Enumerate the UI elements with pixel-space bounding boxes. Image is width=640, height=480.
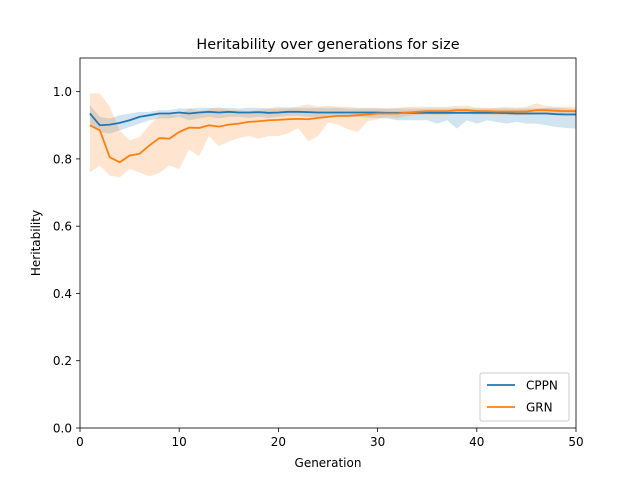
chart-title: Heritability over generations for size <box>196 37 459 53</box>
grn-series-line <box>89 109 576 164</box>
x-tick-label: 20 <box>271 435 286 449</box>
y-tick-label: 0.0 <box>53 422 72 436</box>
y-tick-label: 0.2 <box>53 354 72 368</box>
plot-area-frame <box>79 57 577 429</box>
x-axis-label: Generation <box>295 456 362 470</box>
x-tick-label: 30 <box>370 435 385 449</box>
legend-label-grn: GRN <box>526 401 553 415</box>
x-tick-label: 0 <box>76 435 84 449</box>
x-tick-label: 50 <box>568 435 583 449</box>
cppn-series-line <box>89 110 576 127</box>
x-tick-label: 10 <box>172 435 187 449</box>
y-tick-label: 0.4 <box>53 287 72 301</box>
y-axis-ticks: 0.0 0.2 0.4 0.6 0.8 1.0 <box>53 85 80 436</box>
x-tick-label: 40 <box>469 435 484 449</box>
y-tick-label: 0.6 <box>53 220 72 234</box>
y-tick-label: 0.8 <box>53 152 72 166</box>
grn-confidence-band <box>89 93 577 178</box>
legend: CPPN GRN <box>479 372 570 422</box>
legend-label-cppn: CPPN <box>526 379 558 393</box>
y-axis-label: Heritability <box>29 210 43 276</box>
y-tick-label: 1.0 <box>53 85 72 99</box>
confidence-bands <box>89 93 577 178</box>
x-axis-ticks: 0 10 20 30 40 50 <box>76 428 584 449</box>
series-lines <box>89 109 576 164</box>
